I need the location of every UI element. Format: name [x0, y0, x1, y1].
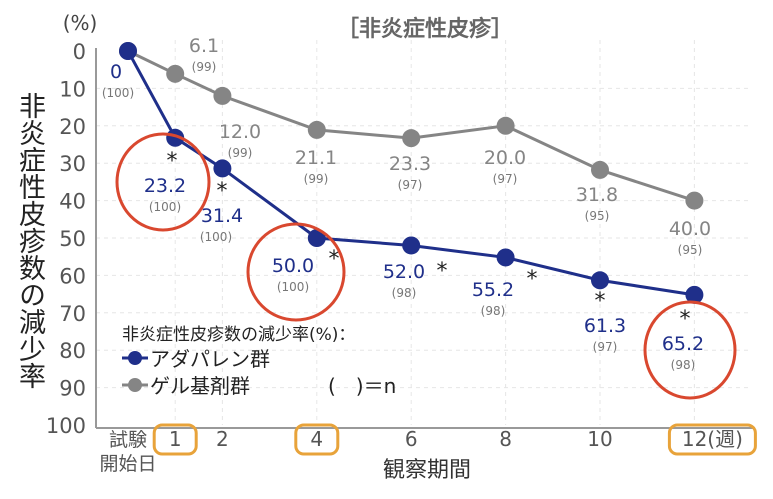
x-tick-label: 1	[169, 427, 182, 451]
value-label: 23.3	[389, 153, 431, 175]
chart-title: ［非炎症性皮疹］	[337, 16, 513, 42]
data-point	[496, 248, 515, 267]
value-label: 31.4	[201, 205, 243, 227]
significance-mark: *	[217, 179, 228, 204]
significance-mark: *	[167, 149, 178, 174]
n-label: (99)	[304, 172, 329, 186]
x-tick-label: 4	[310, 427, 323, 451]
y-unit-label: (%)	[63, 11, 98, 35]
n-label: (99)	[228, 146, 253, 160]
x-tick-label: 2	[216, 427, 229, 451]
legend-title: 非炎症性皮疹数の減少率(%)：	[122, 325, 355, 345]
x-tick-label: 8	[499, 427, 512, 451]
data-point	[213, 159, 232, 178]
highlight-circle	[246, 222, 346, 322]
value-label: 20.0	[484, 147, 526, 169]
significance-mark: *	[437, 259, 448, 284]
legend-marker	[128, 351, 142, 365]
y-tick-label: 80	[59, 339, 86, 363]
value-label: 50.0	[272, 255, 314, 277]
data-point	[166, 64, 185, 83]
y-tick-label: 0	[73, 40, 86, 64]
data-point	[213, 86, 232, 105]
data-point	[119, 42, 137, 60]
data-point	[402, 129, 421, 148]
highlight-circle	[643, 300, 737, 400]
n-label: (98)	[671, 358, 696, 372]
y-tick-label: 90	[59, 377, 86, 401]
significance-mark: *	[329, 247, 340, 272]
significance-mark: *	[680, 307, 691, 332]
legend-marker	[128, 378, 142, 392]
highlight-box	[152, 423, 198, 456]
x-axis-label: 観察期間	[383, 458, 471, 483]
n-label: (100)	[277, 280, 309, 294]
n-label: (95)	[585, 209, 610, 223]
value-label: 23.2	[144, 175, 186, 197]
value-label: 55.2	[472, 279, 514, 301]
n-label: (95)	[678, 243, 703, 257]
highlight-circle	[115, 132, 211, 232]
n-label: (100)	[102, 86, 134, 100]
value-label: 61.3	[584, 315, 626, 337]
legend-label: アダパレン群	[150, 347, 270, 371]
value-label: 21.1	[295, 147, 337, 169]
y-tick-label: 60	[59, 264, 86, 288]
y-tick-label: 30	[59, 152, 86, 176]
x-tick-label: 試験	[109, 429, 147, 451]
highlight-box	[667, 423, 757, 456]
n-label: (97)	[398, 178, 423, 192]
data-point	[402, 236, 421, 255]
data-point	[307, 229, 326, 247]
data-point	[496, 116, 515, 135]
y-axis-label: 非炎症性皮疹数の減少率	[14, 92, 45, 389]
significance-mark: *	[527, 267, 538, 292]
n-label: (100)	[200, 230, 232, 244]
y-tick-label: 50	[59, 227, 86, 251]
significance-mark: *	[595, 289, 606, 314]
n-label: (98)	[392, 286, 417, 300]
value-label: 0	[110, 61, 122, 83]
data-point	[307, 120, 326, 139]
value-label: 52.0	[383, 261, 425, 283]
y-tick-label: 100	[46, 414, 86, 438]
value-label: 40.0	[669, 218, 711, 240]
y-tick-label: 20	[59, 115, 86, 139]
value-label: 12.0	[219, 121, 261, 143]
data-point	[591, 160, 609, 179]
x-tick-label: 12(週)	[682, 427, 743, 451]
value-label: 65.2	[662, 333, 704, 355]
y-tick-label: 10	[59, 77, 86, 101]
n-label: (97)	[593, 340, 618, 354]
n-label: (97)	[493, 172, 518, 186]
data-point	[685, 285, 704, 304]
value-label: 31.8	[576, 184, 618, 206]
data-point	[685, 191, 704, 210]
x-tick-label: 10	[587, 427, 612, 451]
x-tick-label: 6	[405, 427, 418, 451]
data-point	[591, 271, 609, 290]
n-label: (100)	[149, 200, 181, 214]
highlight-box	[294, 423, 340, 456]
n-label: (99)	[192, 60, 217, 74]
n-label: (98)	[481, 304, 506, 318]
x-tick-label: 開始日	[99, 453, 156, 475]
legend-label: ゲル基剤群	[150, 374, 250, 398]
legend-note: ( )＝n	[328, 374, 396, 398]
series-line	[126, 50, 695, 297]
y-tick-label: 70	[59, 302, 86, 326]
y-tick-label: 40	[59, 190, 86, 214]
value-label: 6.1	[189, 35, 219, 57]
